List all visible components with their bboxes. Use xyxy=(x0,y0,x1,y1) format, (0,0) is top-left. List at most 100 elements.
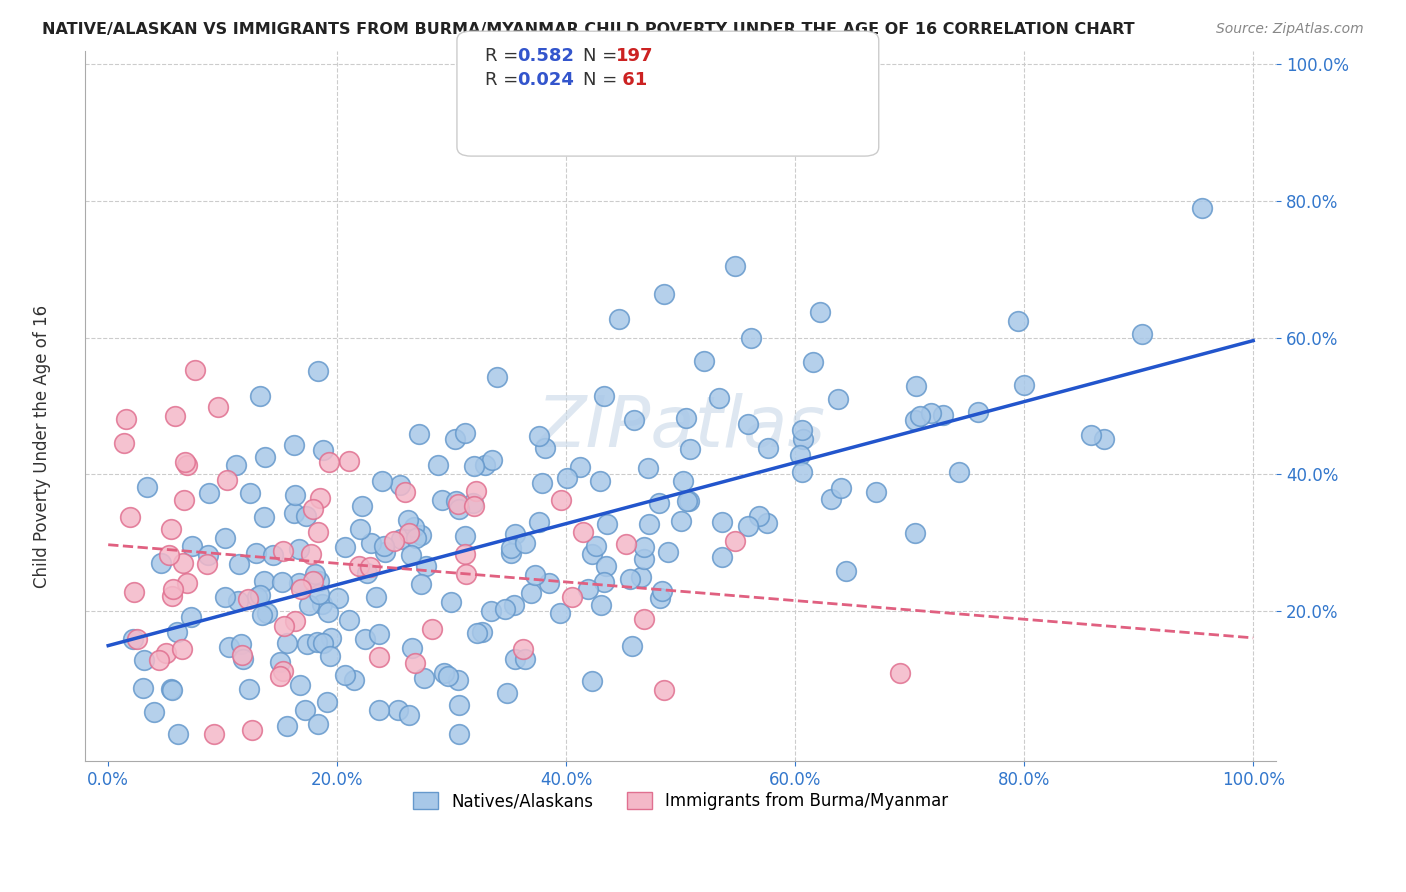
Point xyxy=(486,369,509,384)
Point xyxy=(524,567,547,582)
Point xyxy=(420,622,443,636)
Text: 61: 61 xyxy=(616,70,647,88)
Point xyxy=(382,533,405,548)
Point xyxy=(808,305,831,319)
Point xyxy=(122,585,145,599)
Text: N =: N = xyxy=(583,70,623,88)
Point xyxy=(121,632,143,647)
Point xyxy=(232,652,254,666)
Point xyxy=(461,496,484,510)
Point xyxy=(302,574,325,588)
Point xyxy=(132,681,155,696)
Point xyxy=(503,652,526,666)
Point xyxy=(676,493,699,508)
Point xyxy=(723,533,745,548)
Point xyxy=(295,637,318,651)
Point xyxy=(633,552,655,566)
Point xyxy=(368,703,391,717)
Point xyxy=(253,509,276,524)
Text: Source: ZipAtlas.com: Source: ZipAtlas.com xyxy=(1216,22,1364,37)
Point xyxy=(343,673,366,687)
Point xyxy=(576,582,599,596)
Point xyxy=(446,673,468,687)
Point xyxy=(307,524,329,539)
Point xyxy=(226,593,249,607)
Point xyxy=(288,575,311,590)
Point xyxy=(679,442,702,457)
Legend: Natives/Alaskans, Immigrants from Burma/Myanmar: Natives/Alaskans, Immigrants from Burma/… xyxy=(406,785,955,817)
Point xyxy=(231,637,253,651)
Point xyxy=(1191,201,1213,215)
Point xyxy=(792,423,814,437)
Point xyxy=(337,454,360,468)
Point xyxy=(253,574,276,589)
Point xyxy=(592,575,614,590)
Point xyxy=(283,438,305,452)
Point xyxy=(415,559,437,574)
Point xyxy=(214,532,236,546)
Point xyxy=(527,515,550,529)
Point xyxy=(304,567,326,582)
Point xyxy=(149,556,172,570)
Point xyxy=(256,607,278,621)
Point xyxy=(550,492,572,507)
Point xyxy=(503,527,526,541)
Point xyxy=(465,626,488,640)
Point xyxy=(1007,314,1029,328)
Point xyxy=(249,389,271,403)
Point xyxy=(368,650,391,665)
Point xyxy=(675,410,697,425)
Point xyxy=(333,541,356,555)
Point xyxy=(283,615,305,629)
Point xyxy=(404,656,426,670)
Point xyxy=(350,499,373,513)
Point xyxy=(228,557,250,571)
Point xyxy=(396,512,419,526)
Point xyxy=(724,259,747,273)
Point xyxy=(614,537,637,551)
Point xyxy=(444,432,467,446)
Point xyxy=(401,548,423,562)
Point xyxy=(830,481,852,495)
Point xyxy=(276,718,298,732)
Point xyxy=(148,653,170,667)
Point xyxy=(707,391,730,405)
Point xyxy=(409,528,432,542)
Point xyxy=(737,417,759,431)
Point xyxy=(217,473,239,487)
Point xyxy=(167,727,190,741)
Point xyxy=(112,436,135,450)
Point xyxy=(501,546,523,560)
Point xyxy=(463,499,485,513)
Point xyxy=(596,516,619,531)
Point xyxy=(932,408,955,422)
Point xyxy=(1014,377,1036,392)
Point xyxy=(170,641,193,656)
Point xyxy=(290,678,312,692)
Point xyxy=(623,412,645,426)
Point xyxy=(239,486,262,500)
Point xyxy=(905,378,928,392)
Point xyxy=(1092,432,1115,446)
Point xyxy=(512,641,534,656)
Point xyxy=(356,566,378,580)
Point xyxy=(308,574,330,589)
Point xyxy=(904,413,927,427)
Point xyxy=(619,572,641,586)
Text: Child Poverty Under the Age of 16: Child Poverty Under the Age of 16 xyxy=(34,304,51,588)
Point xyxy=(312,442,335,457)
Point xyxy=(155,646,177,660)
Point xyxy=(389,478,412,492)
Point xyxy=(160,682,183,697)
Point xyxy=(456,567,478,582)
Point xyxy=(333,668,356,682)
Point xyxy=(162,582,184,596)
Point xyxy=(373,540,395,554)
Point xyxy=(283,506,305,520)
Point xyxy=(173,492,195,507)
Point xyxy=(276,636,298,650)
Point xyxy=(337,613,360,627)
Point xyxy=(163,409,186,423)
Point xyxy=(449,698,471,712)
Point xyxy=(308,587,330,601)
